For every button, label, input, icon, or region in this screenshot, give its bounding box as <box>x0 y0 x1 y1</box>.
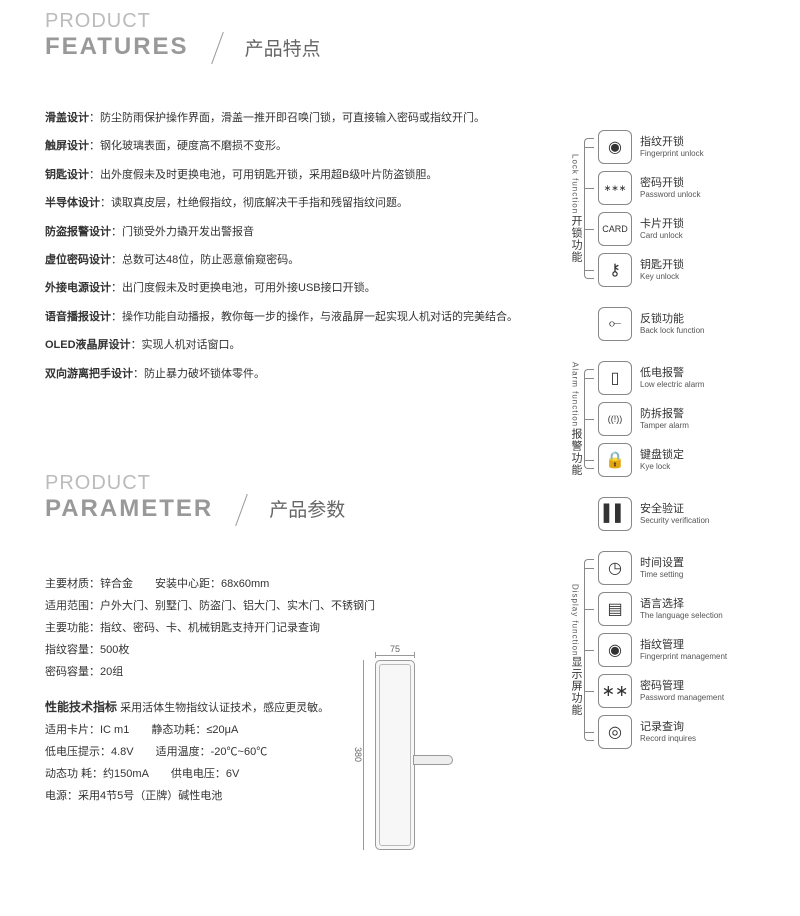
function-item: ▌▌安全验证Security verification <box>598 497 800 531</box>
heading-en-2: PARAMETER <box>45 495 213 523</box>
param-text: 密码容量：20组 <box>45 661 590 683</box>
function-icon: ((!)) <box>598 402 632 436</box>
features-list: 滑盖设计：防尘防雨保护操作界面，滑盖一推开即召唤门锁，可直接输入密码或指纹开门。… <box>45 111 590 382</box>
function-icon: ◷ <box>598 551 632 585</box>
dim-width: 75 <box>390 644 400 654</box>
param-text: 指纹容量：500枚 <box>45 639 590 661</box>
function-item: ◉指纹开锁Fingerprint unlock <box>590 130 800 164</box>
heading-en-1: PRODUCT <box>45 10 590 33</box>
perf-title: 性能技术指标 <box>45 700 117 714</box>
function-item: ∗∗∗密码开锁Password unlock <box>590 171 800 205</box>
param-text: 供电电压：6V <box>171 768 239 780</box>
function-item: ◎记录查询Record inquires <box>590 715 800 749</box>
function-item: ▤语言选择The language selection <box>590 592 800 626</box>
function-item: CARD卡片开锁Card unlock <box>590 212 800 246</box>
lock-schematic: 75 380 <box>375 660 415 850</box>
function-icon: ▤ <box>598 592 632 626</box>
feature-item: 触屏设计：钢化玻璃表面，硬度高不磨损不变形。 <box>45 139 590 154</box>
feature-item: 半导体设计：读取真皮层，杜绝假指纹，彻底解决干手指和残留指纹问题。 <box>45 196 590 211</box>
param-text: 动态功 耗：约150mA <box>45 768 149 780</box>
function-item: ∗∗密码管理Password management <box>590 674 800 708</box>
function-group: Alarm function报警功能▯低电报警Low electric alar… <box>590 361 800 477</box>
function-item: ▯低电报警Low electric alarm <box>590 361 800 395</box>
parameter-list: 主要材质：锌合金 安装中心距：68x60mm 适用范围：户外大门、别墅门、防盗门、… <box>45 573 590 807</box>
group-label: Display function显示屏功能 <box>566 551 584 749</box>
function-icon: ◉ <box>598 130 632 164</box>
param-text: 适用卡片：IC m1 <box>45 724 129 736</box>
function-icon: ⟜ <box>598 307 632 341</box>
feature-item: 语音播报设计：操作功能自动播报，教你每一步的操作，与液晶屏一起实现人机对话的完美… <box>45 310 590 325</box>
function-group: Display function显示屏功能◷时间设置Time setting▤语… <box>590 551 800 749</box>
function-group: Lock function开锁功能◉指纹开锁Fingerprint unlock… <box>590 130 800 287</box>
param-text: 适用温度：-20℃~60℃ <box>156 746 268 758</box>
param-text: 主要功能：指纹、密码、卡、机械钥匙支持开门记录查询 <box>45 617 590 639</box>
function-item: ◉指纹管理Fingerprint management <box>590 633 800 667</box>
feature-item: OLED液晶屏设计：实现人机对话窗口。 <box>45 338 590 353</box>
feature-item: 钥匙设计：出外度假未及时更换电池，可用钥匙开锁，采用超B级叶片防盗锁胆。 <box>45 168 590 183</box>
group-label: Lock function开锁功能 <box>566 130 584 287</box>
features-heading: PRODUCT FEATURES 产品特点 <box>45 10 590 61</box>
function-icon: ∗∗∗ <box>598 171 632 205</box>
function-icon: ◉ <box>598 633 632 667</box>
heading-cn: 产品参数 <box>269 495 345 522</box>
function-item: ((!))防拆报警Tamper alarm <box>590 402 800 436</box>
feature-item: 双向游离把手设计：防止暴力破坏锁体零件。 <box>45 367 590 382</box>
feature-item: 外接电源设计：出门度假未及时更换电池，可用外接USB接口开锁。 <box>45 281 590 296</box>
param-text: 低电压提示：4.8V <box>45 746 134 758</box>
param-text: 主要材质：锌合金 <box>45 578 133 590</box>
feature-item: 虚位密码设计：总数可达48位，防止恶意偷窥密码。 <box>45 253 590 268</box>
function-icon: ∗∗ <box>598 674 632 708</box>
slash-divider <box>203 33 231 61</box>
heading-en-1: PRODUCT <box>45 472 590 495</box>
feature-item: 防盗报警设计：门锁受外力撬开发出警报音 <box>45 225 590 240</box>
function-icon: ⚷ <box>598 253 632 287</box>
function-tree: Lock function开锁功能◉指纹开锁Fingerprint unlock… <box>590 0 800 807</box>
function-icon: ▌▌ <box>598 497 632 531</box>
param-text: 适用范围：户外大门、别墅门、防盗门、铝大门、实木门、不锈钢门 <box>45 595 590 617</box>
param-text: 安装中心距：68x60mm <box>155 578 269 590</box>
function-item: 🔒键盘锁定Kye lock <box>590 443 800 477</box>
param-text: 静态功耗：≤20μA <box>151 724 238 736</box>
lock-handle-icon <box>413 755 453 765</box>
function-icon: ◎ <box>598 715 632 749</box>
function-item: ⟜反锁功能Back lock function <box>598 307 800 341</box>
param-text: 电源：采用4节5号（正牌）碱性电池 <box>45 785 590 807</box>
heading-en-2: FEATURES <box>45 33 189 61</box>
function-item: ⚷钥匙开锁Key unlock <box>590 253 800 287</box>
feature-item: 滑盖设计：防尘防雨保护操作界面，滑盖一推开即召唤门锁，可直接输入密码或指纹开门。 <box>45 111 590 126</box>
function-icon: 🔒 <box>598 443 632 477</box>
function-item: ◷时间设置Time setting <box>590 551 800 585</box>
lock-body-icon <box>375 660 415 850</box>
heading-cn: 产品特点 <box>245 34 321 61</box>
slash-divider <box>227 495 255 523</box>
parameter-heading: PRODUCT PARAMETER 产品参数 <box>45 472 590 523</box>
function-icon: ▯ <box>598 361 632 395</box>
group-label: Alarm function报警功能 <box>566 361 584 477</box>
param-text: 采用活体生物指纹认证技术，感应更灵敏。 <box>117 702 329 714</box>
dim-height: 380 <box>353 747 363 762</box>
function-icon: CARD <box>598 212 632 246</box>
